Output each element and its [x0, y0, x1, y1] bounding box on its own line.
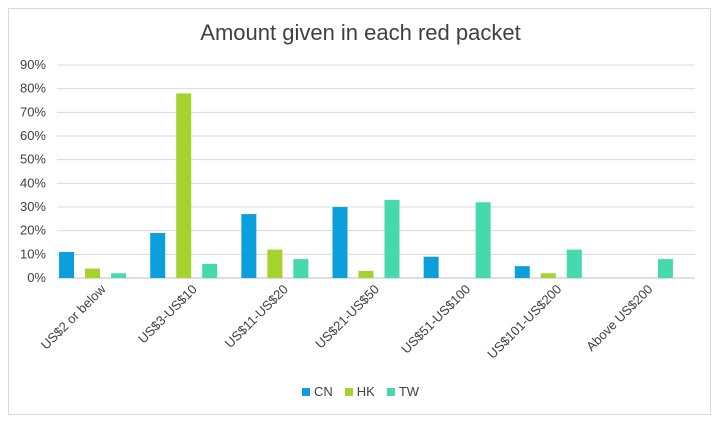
legend-label: HK: [356, 384, 375, 399]
bar-tw-3: [384, 199, 400, 278]
x-tick-label: US$51-US$100: [398, 282, 473, 357]
y-tick-label: 90%: [20, 57, 46, 72]
bar-hk-5: [540, 273, 556, 278]
legend-item-cn: CN: [301, 384, 333, 399]
bar-hk-1: [176, 93, 192, 279]
bar-cn-3: [332, 207, 348, 278]
legend-swatch: [301, 387, 310, 396]
bar-hk-3: [358, 270, 374, 278]
legend-item-hk: HK: [344, 384, 375, 399]
y-tick-label: 60%: [20, 128, 46, 143]
x-tick-label: US$3-US$10: [135, 282, 200, 347]
y-tick-label: 10%: [20, 246, 46, 261]
x-tick-label: US$2 or below: [38, 281, 109, 352]
legend-swatch: [344, 387, 353, 396]
y-tick-label: 50%: [20, 152, 46, 167]
y-tick-label: 30%: [20, 199, 46, 214]
legend-label: CN: [313, 384, 333, 399]
bar-hk-2: [267, 249, 283, 278]
bar-tw-6: [657, 259, 673, 278]
chart-title: Amount given in each red packet: [200, 20, 521, 45]
x-tick-label: Above US$200: [583, 282, 655, 354]
legend-swatch: [386, 387, 395, 396]
bar-cn-1: [150, 233, 166, 278]
bar-tw-1: [202, 263, 218, 278]
bar-tw-0: [111, 273, 127, 278]
legend-item-tw: TW: [386, 384, 420, 399]
bar-tw-5: [566, 249, 582, 278]
chart-frame: [8, 8, 711, 415]
y-tick-label: 20%: [20, 223, 46, 238]
bar-cn-2: [241, 214, 257, 278]
bar-cn-4: [423, 256, 439, 278]
bar-cn-5: [514, 266, 530, 278]
x-tick-label: US$21-US$50: [312, 282, 382, 352]
y-tick-label: 40%: [20, 175, 46, 190]
y-tick-label: 70%: [20, 104, 46, 119]
legend-label: TW: [398, 384, 420, 399]
bar-hk-0: [85, 268, 101, 278]
y-tick-label: 0%: [27, 270, 46, 285]
bar-tw-4: [475, 202, 491, 278]
bar-cn-0: [59, 251, 75, 278]
x-tick-label: US$11-US$20: [222, 282, 291, 351]
bar-tw-2: [293, 259, 309, 278]
x-tick-label: US$101-US$200: [484, 282, 564, 362]
chart-legend: CN HK TW: [0, 384, 721, 399]
y-tick-label: 80%: [20, 81, 46, 96]
